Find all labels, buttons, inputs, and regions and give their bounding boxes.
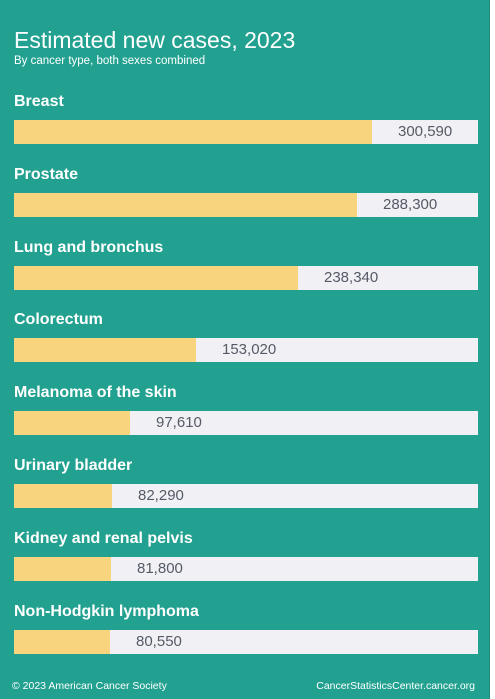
bar-row: Colorectum 153,020 (14, 310, 478, 368)
bar (14, 556, 111, 581)
bar-category-label: Lung and bronchus (14, 238, 164, 256)
bar (14, 411, 130, 436)
bar-value-label: 238,340 (324, 268, 379, 286)
bar (14, 338, 196, 363)
bar-row: Urinary bladder 82,290 (14, 456, 478, 514)
bar-value-label: 81,800 (137, 559, 183, 577)
bar-row: Kidney and renal pelvis 81,800 (14, 529, 478, 587)
bar-category-label: Colorectum (14, 311, 103, 329)
bar-value-label: 300,590 (398, 123, 453, 140)
chart-title: Estimated new cases, 2023 (14, 27, 296, 53)
bar-category-label: Prostate (14, 165, 79, 183)
bar-value-label: 97,610 (156, 414, 202, 432)
bar (14, 484, 112, 508)
bar-value-label: 80,550 (136, 632, 182, 650)
bar-value-label: 82,290 (138, 487, 184, 504)
chart-subtitle: By cancer type, both sexes combined (14, 55, 206, 67)
bar-row: Prostate 288,300 (14, 165, 478, 223)
bar (14, 629, 110, 654)
bar-category-label: Breast (14, 93, 64, 110)
bar-row: Lung and bronchus 238,340 (14, 238, 478, 296)
bar-category-label: Non-Hodgkin lymphoma (14, 602, 199, 620)
bar-track: 97,610 (14, 411, 478, 436)
bar-track: 80,550 (14, 629, 478, 654)
bar-track: 300,590 (14, 120, 478, 144)
bar-track: 82,290 (14, 484, 478, 508)
bar-category-label: Urinary bladder (14, 457, 133, 474)
bar-track: 238,340 (14, 265, 478, 290)
bar-track: 153,020 (14, 338, 478, 363)
copyright-text: © 2023 American Cancer Society (12, 680, 167, 692)
bar-track: 81,800 (14, 556, 478, 581)
bar-track: 288,300 (14, 192, 478, 217)
bar-category-label: Melanoma of the skin (14, 384, 177, 402)
bar-row: Non-Hodgkin lymphoma 80,550 (14, 602, 478, 660)
bar-value-label: 153,020 (222, 341, 277, 359)
bar-row: Melanoma of the skin 97,610 (14, 383, 478, 441)
bar-value-label: 288,300 (383, 195, 438, 213)
source-link[interactable]: CancerStatisticsCenter.cancer.org (316, 680, 475, 692)
bar-category-label: Kidney and renal pelvis (14, 529, 193, 547)
bar (14, 120, 372, 144)
bar-row: Breast 300,590 (14, 92, 478, 150)
bar (14, 265, 298, 290)
bar (14, 192, 357, 217)
